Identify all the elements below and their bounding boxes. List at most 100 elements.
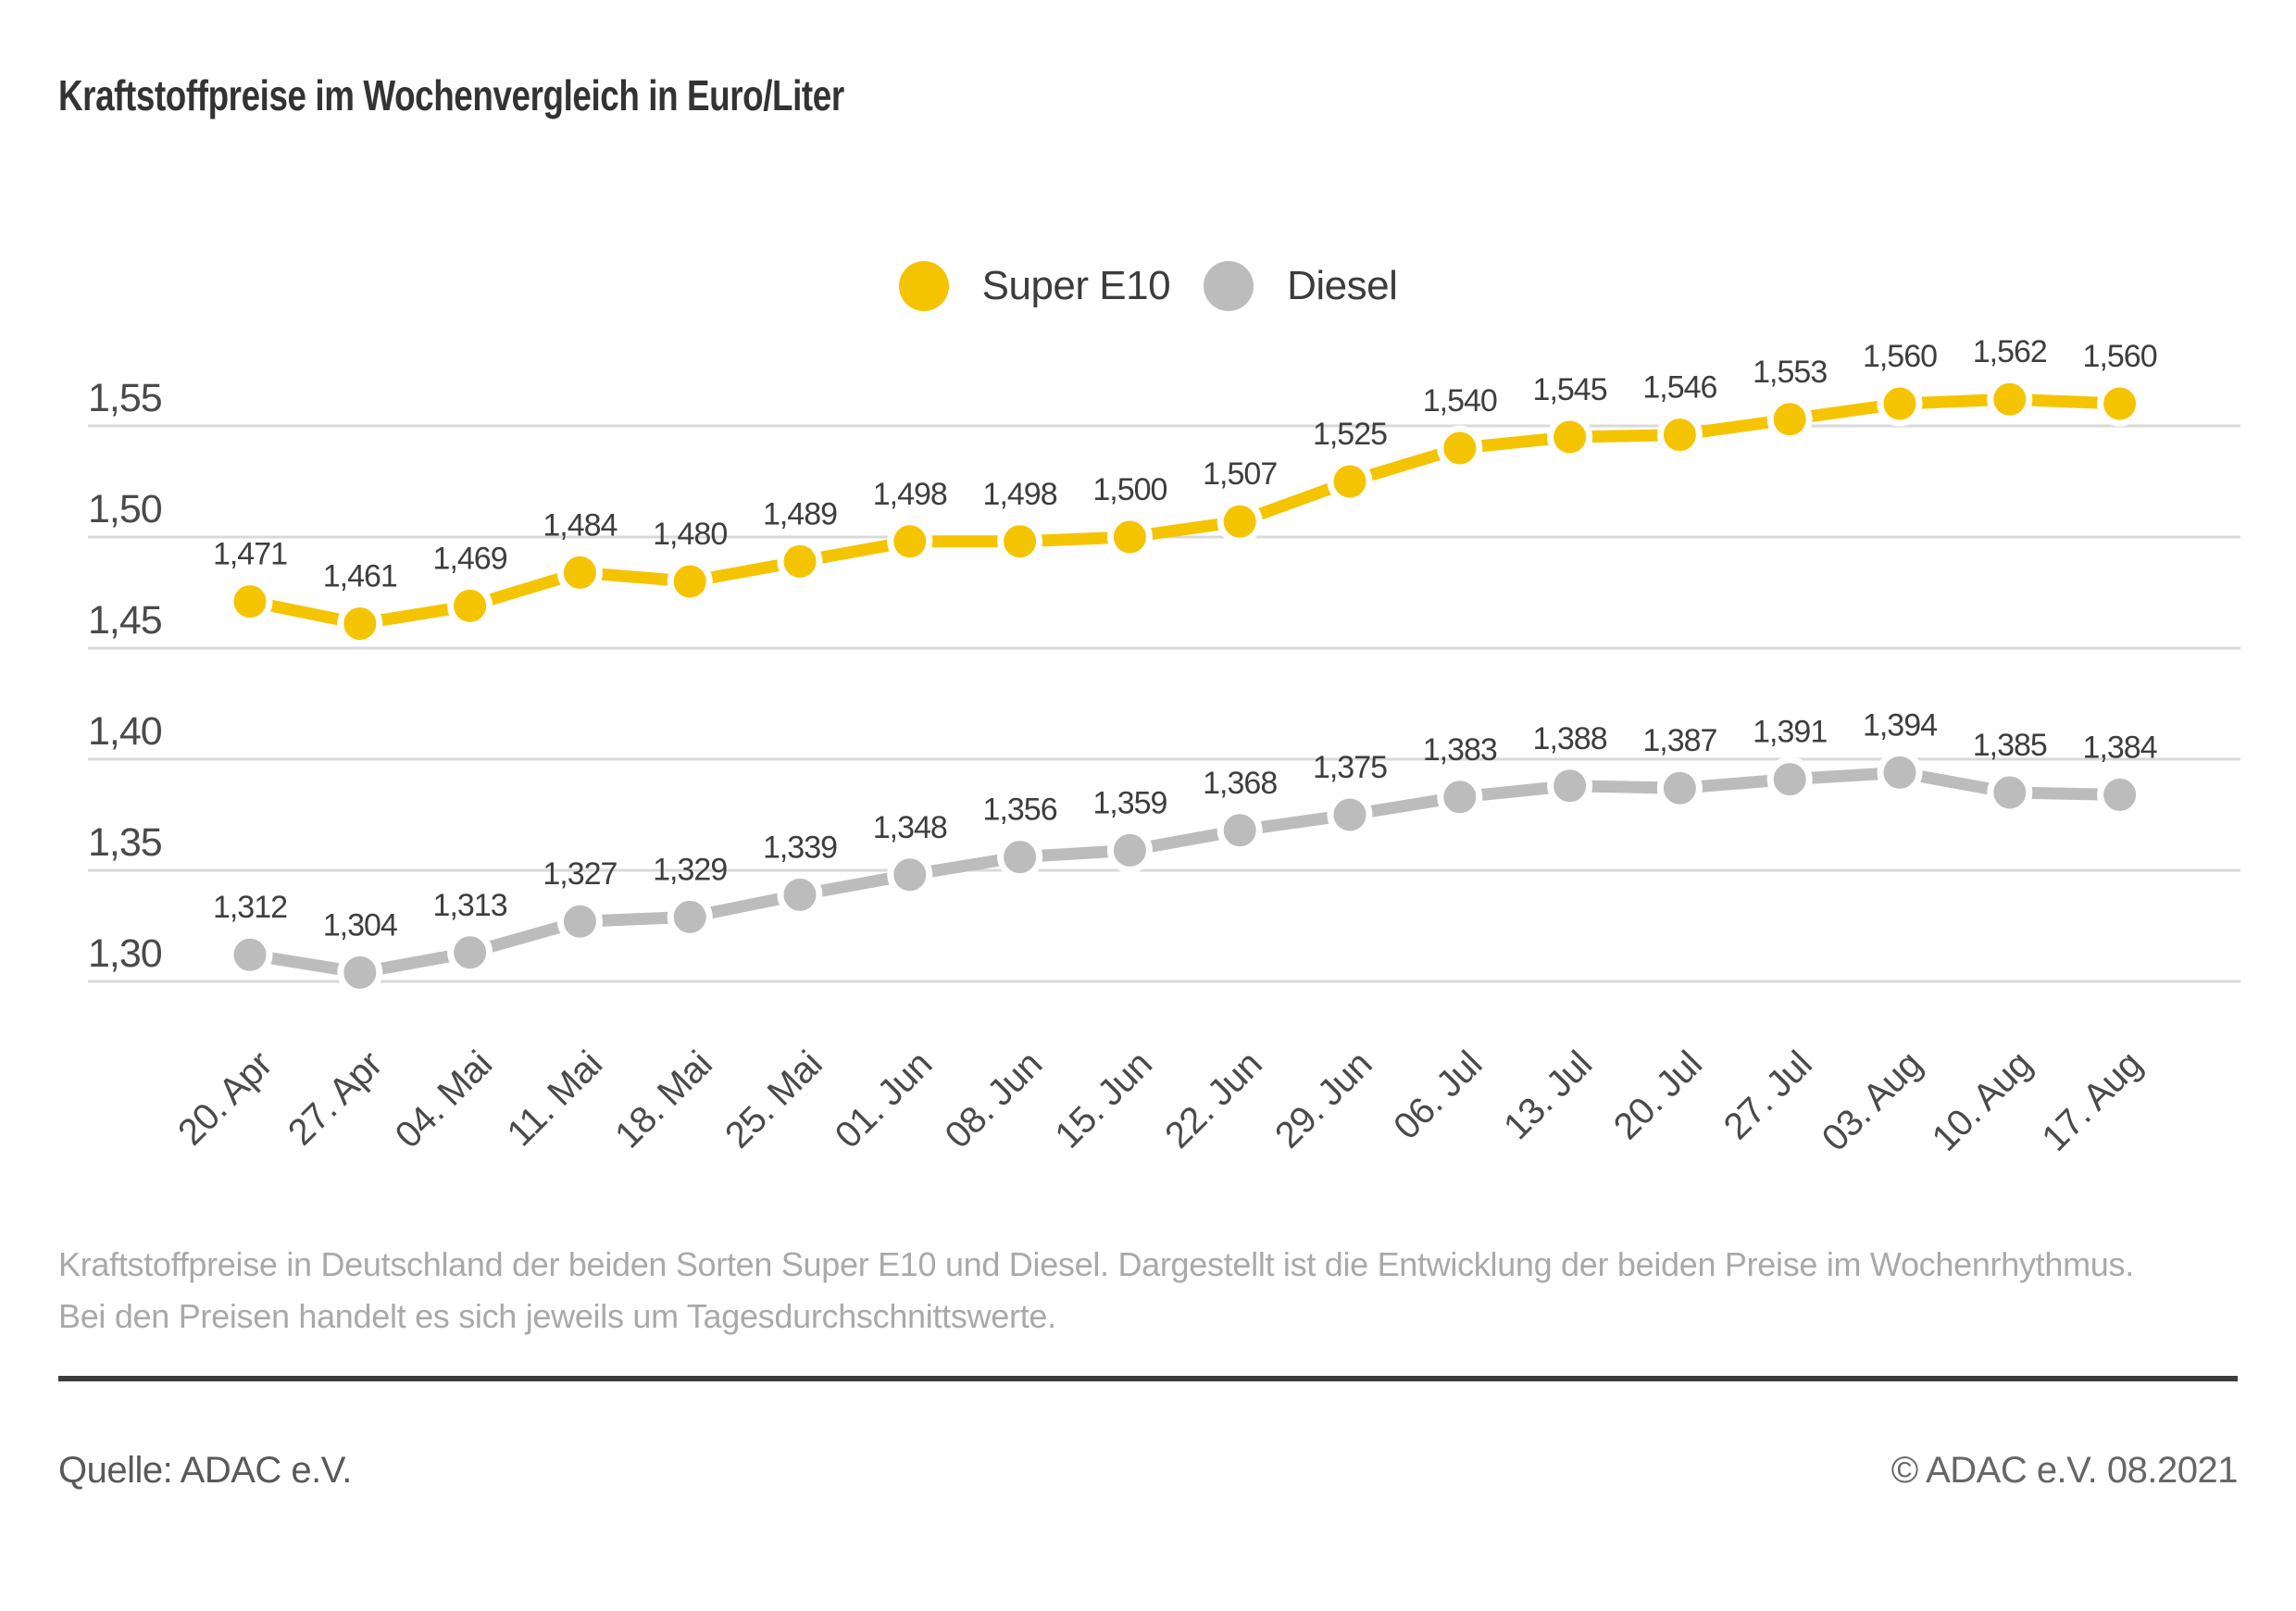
data-point-diesel [1766, 756, 1813, 803]
data-point-diesel [1106, 827, 1153, 873]
data-point-label-super-e10: 1,507 [1203, 456, 1277, 492]
super-e10-dot-icon [898, 261, 949, 311]
data-point-super-e10 [1766, 396, 1813, 443]
data-point-super-e10 [447, 582, 493, 629]
data-point-label-super-e10: 1,500 [1092, 472, 1167, 507]
data-point-super-e10 [1877, 381, 1923, 427]
footer-divider [58, 1376, 2238, 1381]
chart-description: Kraftstoffpreise in Deutschland der beid… [58, 1245, 2134, 1335]
data-point-diesel [556, 898, 603, 944]
data-point-diesel [2097, 771, 2143, 818]
data-point-label-super-e10: 1,553 [1753, 355, 1827, 390]
y-axis-tick-label: 1,35 [88, 820, 162, 865]
x-axis-tick-label: 04. Mai [388, 1043, 500, 1155]
data-point-label-diesel: 1,385 [1973, 728, 2047, 763]
diesel-dot-icon [1204, 261, 1254, 311]
data-point-label-diesel: 1,327 [543, 856, 617, 892]
data-point-diesel [337, 949, 383, 995]
data-point-label-super-e10: 1,489 [763, 496, 837, 531]
data-point-diesel [227, 931, 273, 978]
source-text: Quelle: ADAC e.V. [58, 1450, 352, 1491]
x-axis-tick-label: 17. Aug [2034, 1043, 2150, 1159]
data-point-label-diesel: 1,329 [653, 852, 727, 887]
x-axis-tick-label: 13. Jul [1496, 1043, 1600, 1147]
data-point-diesel [777, 871, 823, 918]
data-point-label-diesel: 1,375 [1313, 750, 1387, 785]
data-point-label-diesel: 1,313 [433, 888, 507, 923]
data-point-label-diesel: 1,384 [2083, 730, 2157, 765]
y-axis-tick-label: 1,55 [88, 376, 162, 420]
data-point-super-e10 [1656, 412, 1703, 458]
data-point-label-diesel: 1,394 [1863, 707, 1937, 743]
data-point-super-e10 [1437, 425, 1483, 471]
x-axis-tick-label: 27. Apr [281, 1043, 390, 1153]
data-point-super-e10 [1106, 514, 1153, 560]
copyright-text: © ADAC e.V. 08.2021 [1890, 1450, 2239, 1491]
x-axis-tick-label: 29. Jun [1267, 1043, 1379, 1155]
legend-label-diesel: Diesel [1287, 263, 1398, 308]
data-point-diesel [447, 930, 493, 976]
chart-legend: Super E10 Diesel [0, 261, 2296, 311]
x-axis-tick-label: 20. Apr [170, 1043, 280, 1153]
data-point-label-diesel: 1,339 [763, 830, 837, 865]
x-axis-tick-label: 20. Jul [1606, 1043, 1710, 1147]
data-point-super-e10 [2097, 381, 2143, 427]
data-point-label-super-e10: 1,469 [433, 541, 507, 576]
data-point-super-e10 [337, 601, 383, 647]
legend-label-super-e10: Super E10 [981, 263, 1171, 308]
x-axis-tick-label: 01. Jun [828, 1043, 940, 1155]
data-point-label-super-e10: 1,480 [653, 517, 727, 552]
x-axis-tick-label: 10. Aug [1925, 1043, 2040, 1159]
data-point-super-e10 [997, 518, 1043, 565]
data-point-diesel [1437, 774, 1483, 820]
series-line-diesel [243, 766, 2127, 979]
x-axis-tick-label: 22. Jun [1157, 1043, 1269, 1155]
x-axis-tick-label: 18. Mai [607, 1043, 719, 1155]
data-point-super-e10 [1547, 414, 1593, 460]
data-point-super-e10 [1987, 376, 2033, 422]
data-point-super-e10 [1327, 458, 1373, 505]
page-title: Kraftstoffpreise im Wochenvergleich in E… [58, 70, 1041, 120]
data-point-label-super-e10: 1,498 [873, 477, 947, 512]
data-point-label-diesel: 1,391 [1753, 715, 1827, 750]
data-point-super-e10 [887, 518, 933, 565]
data-point-diesel [1547, 763, 1593, 809]
y-axis-tick-label: 1,50 [88, 487, 162, 531]
data-point-label-diesel: 1,388 [1533, 721, 1607, 756]
data-point-label-diesel: 1,348 [873, 810, 947, 845]
data-point-label-super-e10: 1,484 [543, 507, 617, 543]
legend-item-diesel: Diesel [1204, 261, 1398, 311]
data-point-label-super-e10: 1,471 [213, 537, 287, 572]
data-point-diesel [1656, 765, 1703, 811]
data-point-label-diesel: 1,359 [1092, 785, 1167, 820]
data-point-label-super-e10: 1,546 [1642, 370, 1716, 406]
data-point-diesel [1217, 807, 1263, 854]
data-point-label-super-e10: 1,498 [983, 477, 1057, 512]
legend-item-super-e10: Super E10 [898, 261, 1171, 311]
data-point-label-super-e10: 1,545 [1533, 372, 1607, 407]
data-point-diesel [1327, 792, 1373, 838]
data-point-label-diesel: 1,368 [1203, 766, 1277, 801]
data-point-super-e10 [227, 579, 273, 625]
data-point-label-diesel: 1,387 [1642, 723, 1716, 758]
y-axis-tick-label: 1,40 [88, 709, 162, 754]
x-axis-tick-label: 25. Mai [718, 1043, 830, 1155]
x-axis-tick-label: 27. Jul [1716, 1043, 1820, 1147]
x-axis-tick-label: 15. Jun [1047, 1043, 1159, 1155]
data-point-label-diesel: 1,383 [1423, 732, 1497, 768]
data-point-label-super-e10: 1,560 [1863, 339, 1937, 374]
data-point-diesel [887, 852, 933, 898]
data-point-label-diesel: 1,312 [213, 890, 287, 925]
x-axis-tick-label: 08. Jun [938, 1043, 1050, 1155]
data-point-super-e10 [1217, 498, 1263, 544]
y-axis-tick-label: 1,30 [88, 931, 162, 976]
data-point-super-e10 [667, 558, 713, 605]
x-axis-tick-label: 11. Mai [499, 1043, 609, 1154]
data-point-label-super-e10: 1,540 [1423, 383, 1497, 418]
data-point-diesel [667, 893, 713, 940]
data-point-label-super-e10: 1,461 [323, 559, 397, 594]
data-point-label-super-e10: 1,560 [2083, 339, 2157, 374]
data-point-diesel [1987, 769, 2033, 816]
